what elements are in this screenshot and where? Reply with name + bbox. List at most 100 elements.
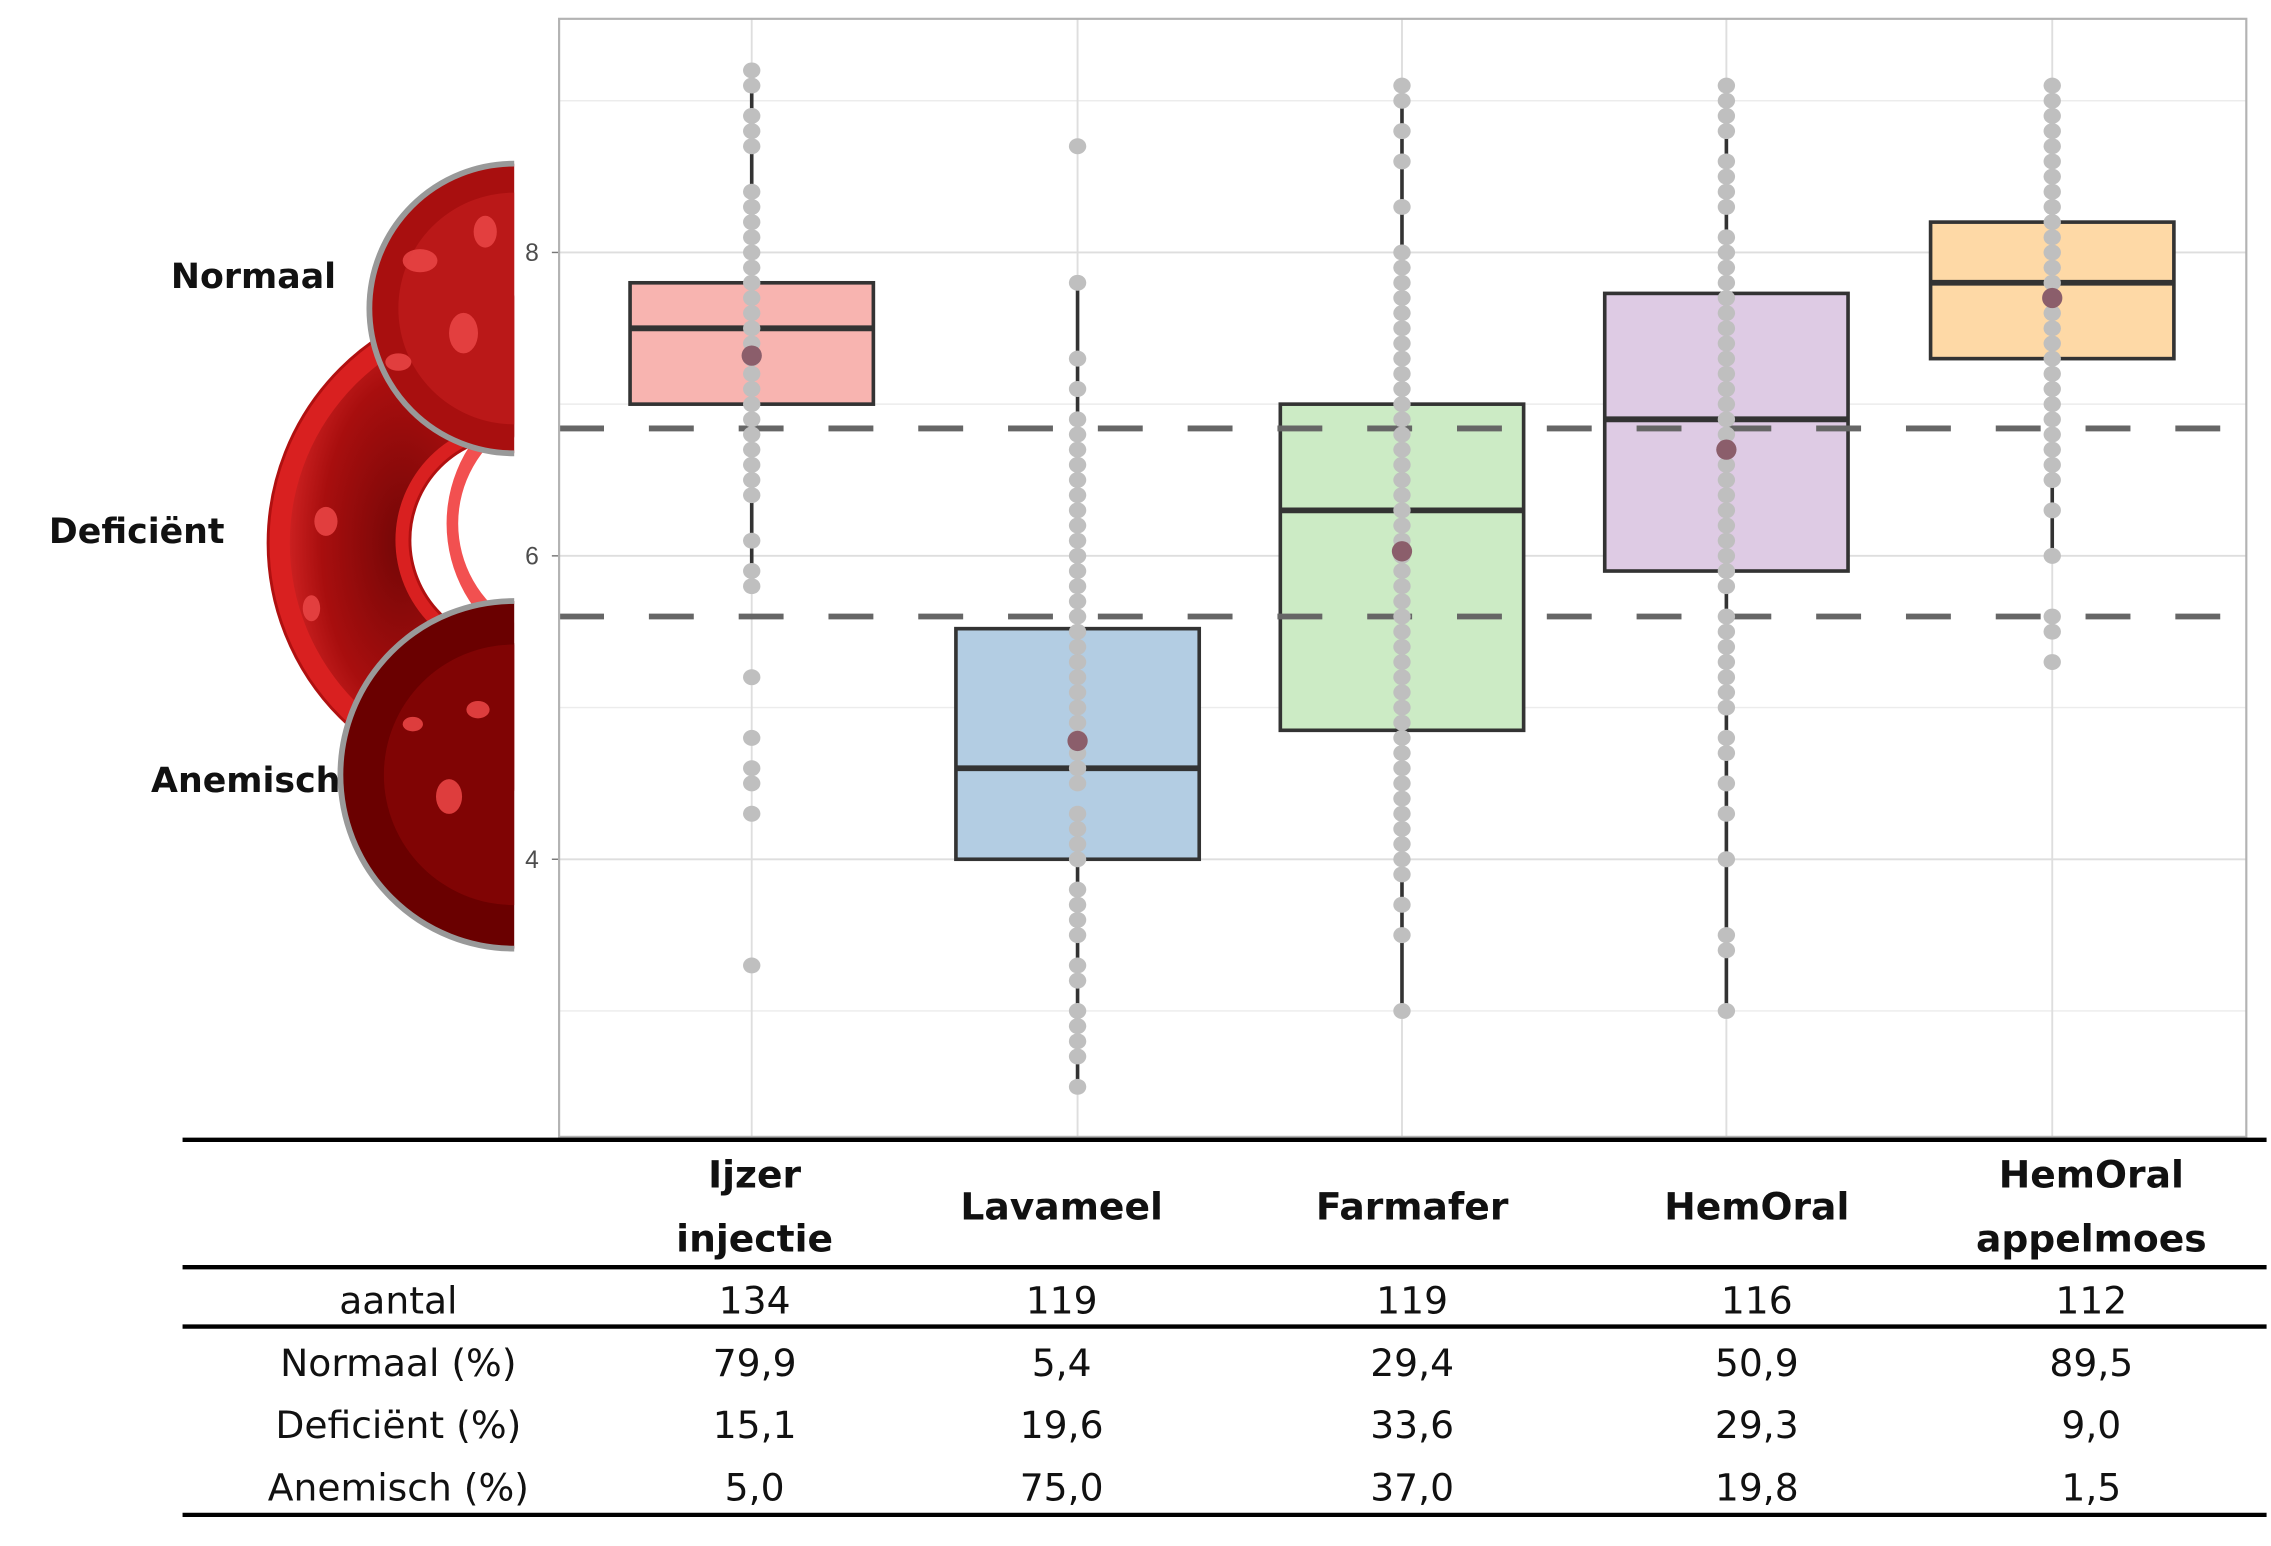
data-point: [1393, 805, 1411, 822]
data-point: [1393, 502, 1411, 519]
data-point: [743, 669, 761, 686]
data-point: [2043, 305, 2061, 322]
table-cell: 29,3: [1715, 1403, 1799, 1447]
table-cell: 89,5: [2049, 1341, 2133, 1385]
data-point: [1717, 335, 1736, 352]
data-point: [1068, 638, 1087, 655]
data-point: [1393, 198, 1411, 215]
row-label: Normaal (%): [280, 1341, 516, 1385]
data-point: [743, 365, 761, 382]
data-point: [743, 259, 761, 276]
data-point: [1393, 244, 1411, 261]
data-point: [1717, 517, 1736, 534]
table-cell: 119: [1376, 1279, 1448, 1323]
data-point: [1393, 851, 1411, 868]
data-point: [743, 381, 761, 397]
data-point: [1068, 517, 1087, 534]
data-point: [1068, 881, 1087, 898]
data-point: [1068, 578, 1087, 595]
data-point: [1717, 365, 1736, 382]
row-label: Deficiënt (%): [275, 1403, 521, 1447]
column-header: appelmoes: [1976, 1216, 2207, 1260]
data-point: [2043, 335, 2061, 352]
blood-vessel-illustration: [266, 160, 515, 952]
data-point: [743, 729, 761, 746]
data-point: [1717, 532, 1736, 549]
table-cell: 134: [719, 1279, 791, 1323]
data-point: [1717, 77, 1736, 94]
data-point: [1717, 927, 1736, 944]
data-point: [1717, 183, 1736, 200]
data-point: [1068, 1002, 1087, 1019]
data-point: [1717, 229, 1736, 246]
data-point: [743, 123, 761, 140]
data-point: [743, 107, 761, 124]
data-point: [1393, 669, 1411, 686]
data-point: [743, 244, 761, 261]
table-cell: 50,9: [1715, 1341, 1799, 1385]
data-point: [1393, 563, 1411, 579]
data-point: [1068, 927, 1087, 944]
data-point: [1717, 244, 1736, 261]
data-point: [1393, 790, 1411, 807]
data-point: [2043, 654, 2061, 671]
data-point: [743, 456, 761, 473]
data-point: [1393, 820, 1411, 837]
column-header: Ijzer: [708, 1153, 801, 1197]
data-point: [1717, 92, 1736, 109]
data-point: [1717, 805, 1736, 822]
data-point: [2043, 244, 2061, 261]
data-point: [1393, 92, 1411, 109]
data-point: [1717, 198, 1736, 215]
data-point: [2043, 502, 2061, 519]
row-label: aantal: [339, 1279, 457, 1323]
data-point: [1717, 153, 1736, 170]
data-point: [1068, 487, 1087, 504]
data-point: [2043, 198, 2061, 215]
data-point: [1068, 669, 1087, 686]
data-point: [1717, 578, 1736, 595]
data-point: [1717, 350, 1736, 367]
data-point: [1717, 274, 1736, 291]
data-point: [1393, 866, 1411, 883]
mean-marker: [1716, 439, 1737, 460]
data-point: [2043, 381, 2061, 397]
table-cell: 5,4: [1032, 1341, 1092, 1385]
plot-panel: 4 6 8: [525, 17, 2248, 1138]
data-point: [1717, 456, 1736, 473]
summary-table: Ijzer injectie Lavameel Farmafer HemOral HemO…: [182, 1137, 2267, 1518]
data-point: [1068, 593, 1087, 610]
data-point: [743, 426, 761, 443]
data-point: [2043, 411, 2061, 428]
data-point: [1717, 729, 1736, 746]
mean-marker: [2042, 287, 2063, 309]
data-point: [2043, 456, 2061, 473]
data-point: [1068, 547, 1087, 564]
column-header: HemOral: [1999, 1153, 2184, 1197]
data-point: [1068, 502, 1087, 519]
data-point: [2043, 123, 2061, 140]
data-point: [1068, 441, 1087, 458]
mean-marker: [1391, 541, 1413, 562]
data-point: [2043, 77, 2061, 94]
data-point: [1717, 168, 1736, 185]
data-point: [1393, 638, 1411, 655]
data-point: [743, 957, 761, 974]
data-point: [1393, 927, 1411, 944]
table-cell: 119: [1026, 1279, 1098, 1323]
data-point: [2043, 608, 2061, 625]
data-point: [1393, 775, 1411, 792]
data-point: [1717, 396, 1736, 413]
table-cell: 19,8: [1715, 1465, 1799, 1509]
data-point: [2043, 229, 2061, 246]
data-point: [1393, 77, 1411, 94]
level-label-anemic: Anemisch: [151, 761, 340, 801]
column-header: Farmafer: [1316, 1184, 1509, 1228]
data-point: [1068, 1048, 1087, 1065]
data-point: [1393, 608, 1411, 625]
data-point: [743, 472, 761, 488]
data-point: [1068, 456, 1087, 473]
data-point: [1717, 851, 1736, 868]
data-point: [1068, 820, 1087, 837]
